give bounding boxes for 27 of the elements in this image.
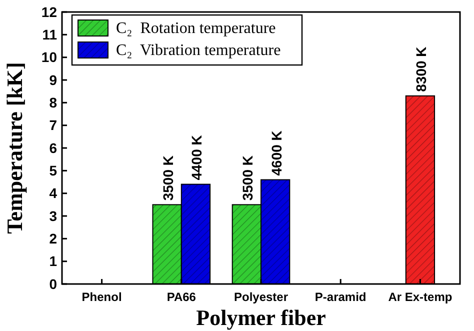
y-tick-label: 10: [41, 49, 58, 66]
y-tick-label: 8: [49, 94, 58, 111]
x-axis-title: Polymer fiber: [196, 305, 326, 330]
data-label: 8300 K: [413, 46, 430, 92]
y-tick-label: 2: [49, 230, 58, 247]
x-tick-label: Polyester: [234, 290, 288, 304]
y-tick-label: 1: [49, 253, 58, 270]
x-tick-label: P-aramid: [314, 290, 366, 304]
y-tick-label: 5: [49, 162, 58, 179]
legend-label: C₂ Rotation temperature: [116, 20, 276, 37]
data-label: 4400 K: [188, 135, 205, 180]
y-tick-label: 4: [49, 185, 58, 202]
data-label: 3500 K: [160, 156, 176, 201]
data-label: 4600 K: [268, 130, 284, 176]
y-tick-label: 11: [42, 26, 58, 43]
x-tick-label: PA66: [166, 290, 196, 304]
y-tick-label: 6: [49, 140, 58, 156]
legend-label: C₂ Vibration temperature: [116, 42, 281, 59]
y-tick-label: 7: [49, 117, 58, 134]
y-axis-title: Temperature [kK]: [2, 62, 27, 234]
y-tick-label: 3: [49, 208, 58, 224]
data-label: 3500 K: [240, 156, 256, 201]
y-tick-label: 12: [41, 4, 58, 20]
x-tick-label: Ar Ex-temp: [388, 290, 452, 304]
x-tick-label: Phenol: [82, 290, 122, 304]
y-tick-label: 0: [49, 276, 58, 292]
y-tick-label: 9: [49, 72, 58, 88]
